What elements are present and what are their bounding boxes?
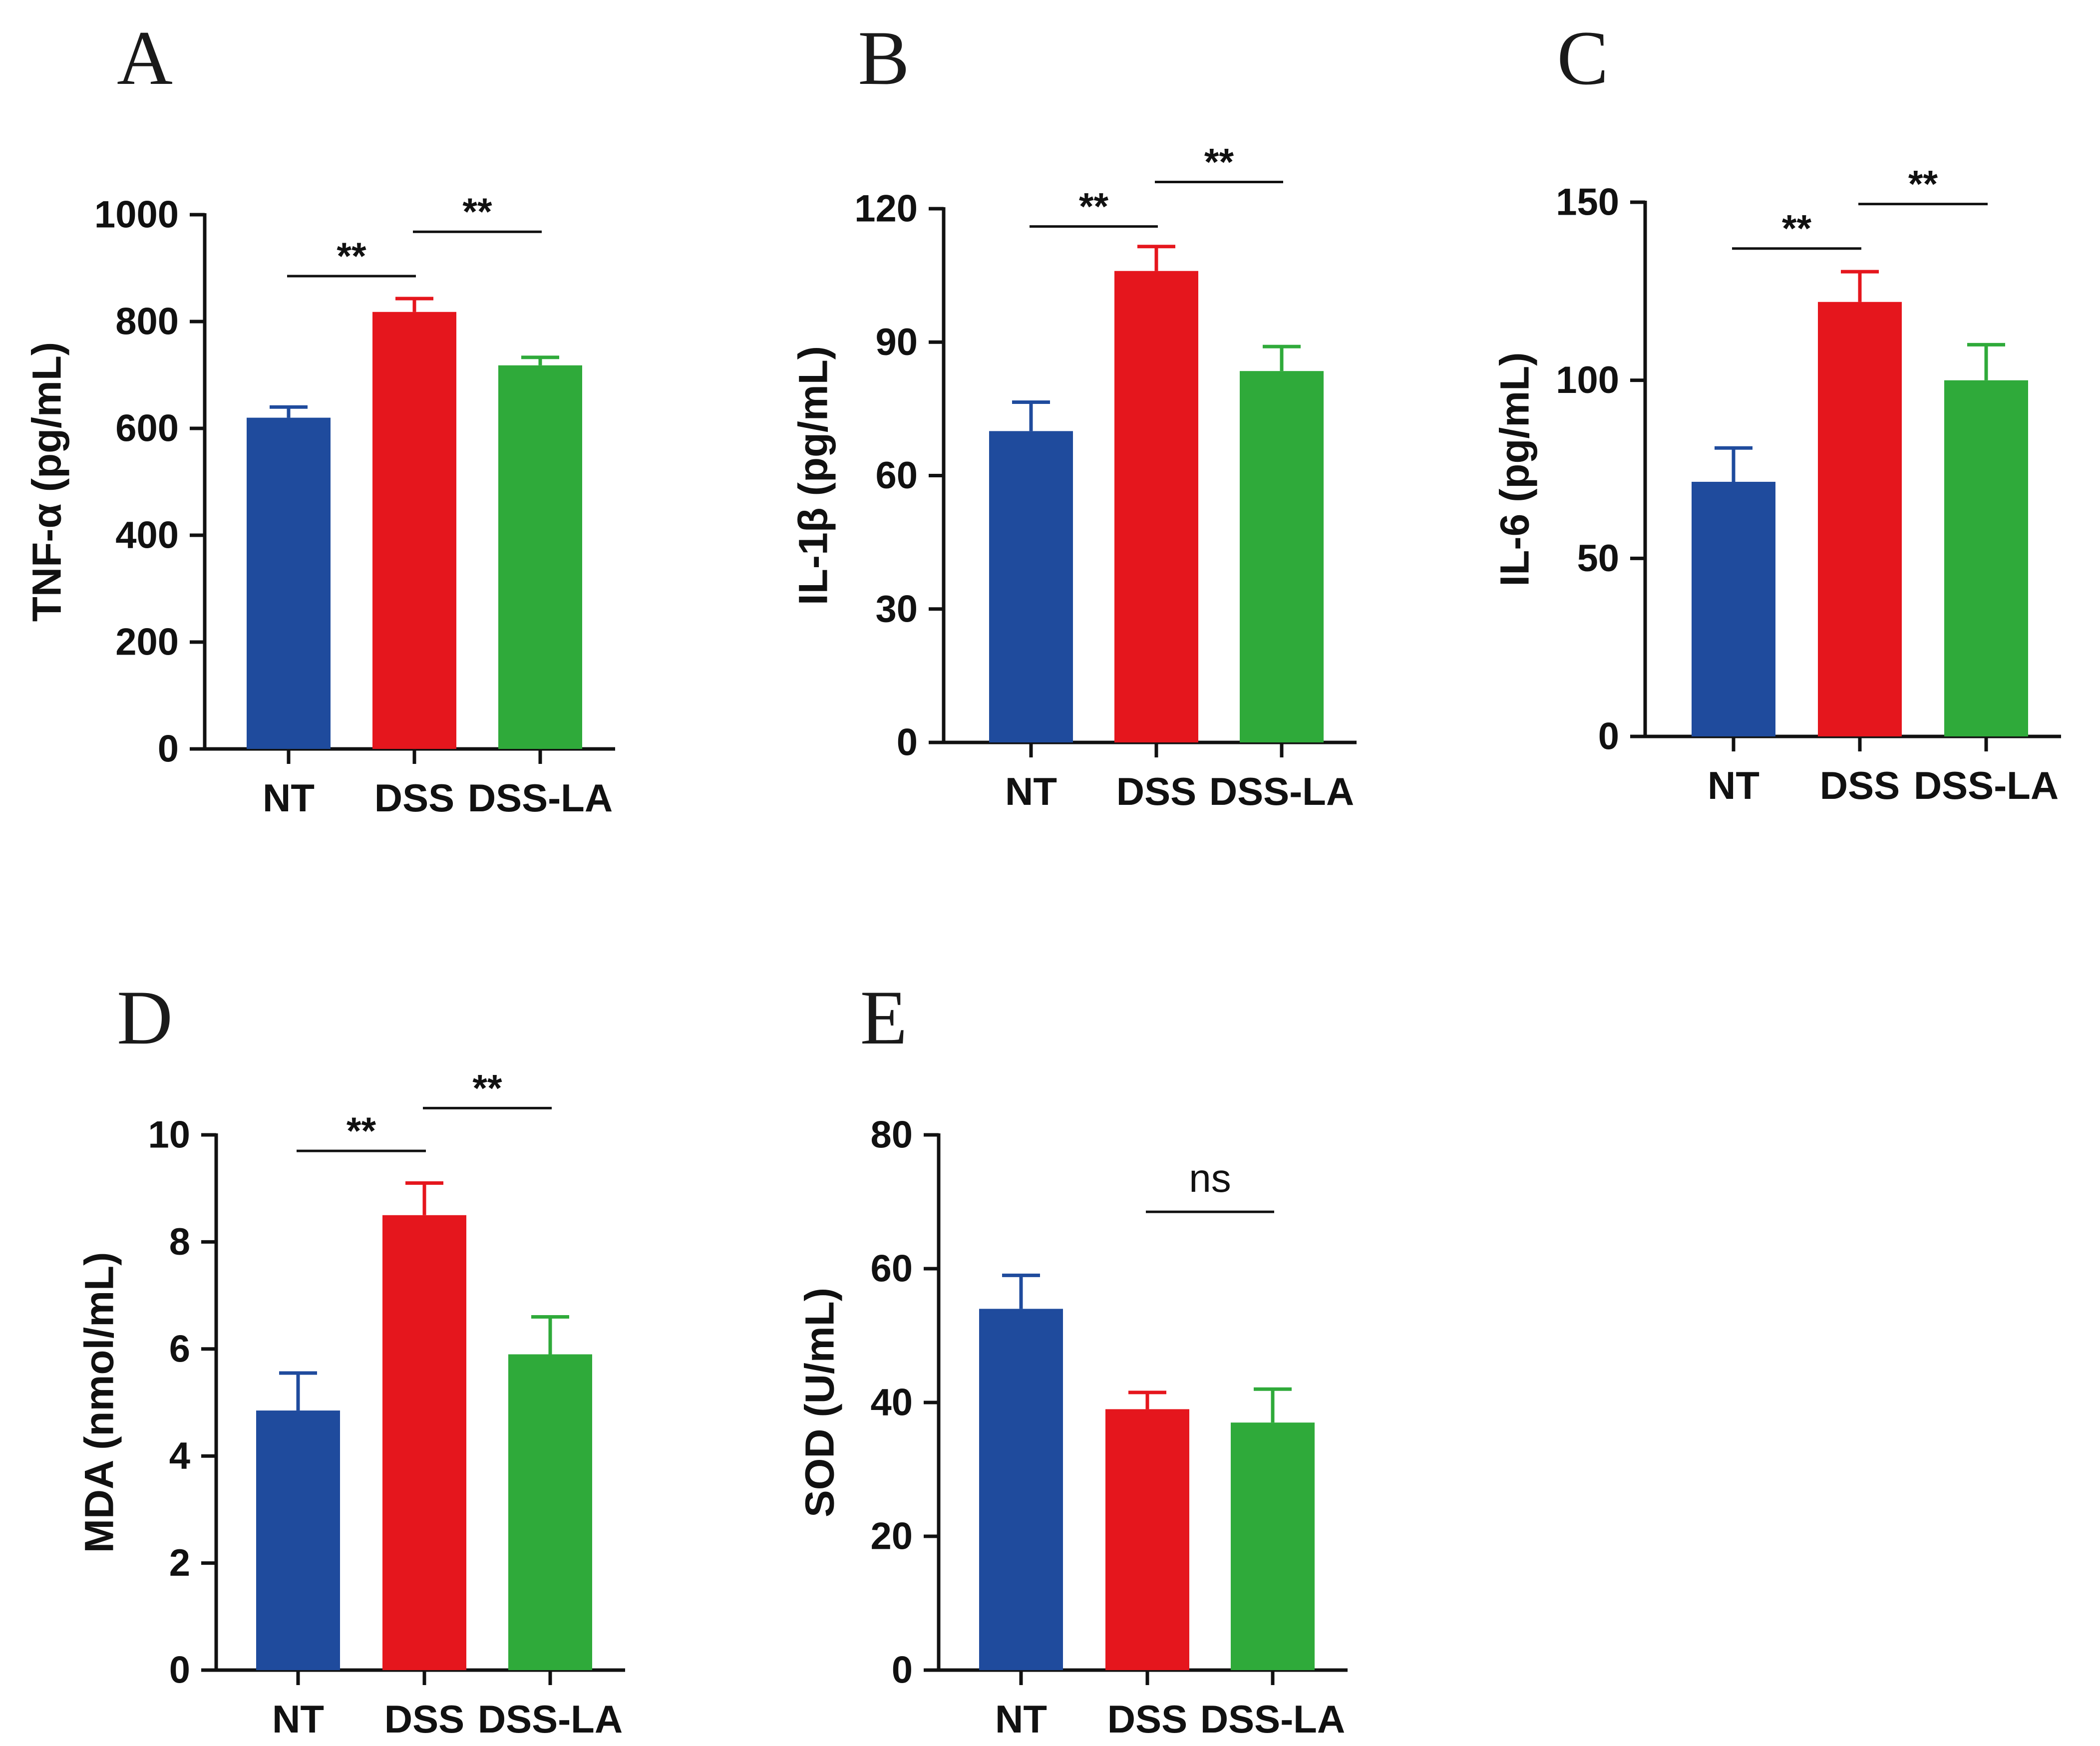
y-tick-label: 0: [892, 1649, 913, 1692]
y-tick-label: 40: [870, 1382, 913, 1424]
significance-label: **: [1908, 163, 1938, 206]
bar-dss-la: [498, 365, 582, 749]
category-label-dss-la: DSS-LA: [1200, 1697, 1345, 1741]
y-tick-label: 400: [115, 514, 179, 557]
panel-b: B IL-1β (pg/mL) 0 30 60 90 120 NT DSS DSS-LA ** **: [791, 15, 1357, 813]
y-tick-label: 0: [158, 728, 179, 770]
y-axis-label: MDA (nmol/mL): [77, 1252, 122, 1553]
significance-label: **: [462, 191, 492, 233]
significance-label: **: [347, 1110, 376, 1152]
y-axis-label: IL-1β (pg/mL): [791, 346, 836, 605]
y-tick-label: 8: [169, 1221, 190, 1263]
bar-nt: [1692, 481, 1775, 736]
category-label-nt: NT: [263, 776, 315, 820]
category-label-dss: DSS: [1107, 1697, 1187, 1741]
y-axis-label: SOD (U/mL): [797, 1288, 843, 1517]
y-tick-label: 60: [875, 454, 918, 497]
category-label-dss: DSS: [1116, 769, 1196, 813]
y-tick-label: 30: [875, 588, 918, 630]
significance-label: **: [472, 1067, 502, 1109]
y-tick-label: 100: [1556, 359, 1619, 401]
category-label-dss: DSS: [374, 776, 454, 820]
panel-d: D MDA (nmol/mL) 0 2 4 6 8 10 NT DSS DSS-LA ** **: [77, 975, 625, 1741]
y-tick-label: 4: [169, 1435, 190, 1477]
bar-dss: [1114, 271, 1198, 742]
panel-letter: C: [1557, 15, 1608, 101]
y-tick-label: 200: [115, 621, 179, 664]
bar-dss: [1818, 302, 1902, 736]
significance-label: **: [1079, 186, 1109, 228]
y-tick-label: 1000: [94, 194, 179, 236]
category-label-dss: DSS: [384, 1697, 464, 1741]
category-label-dss-la: DSS-LA: [468, 776, 613, 820]
y-tick-label: 600: [115, 407, 179, 450]
y-tick-label: 0: [897, 721, 918, 764]
y-tick-label: 150: [1556, 181, 1619, 224]
panel-letter: B: [858, 15, 909, 101]
y-tick-label: 2: [169, 1542, 190, 1584]
bar-dss: [1105, 1409, 1189, 1670]
category-label-dss-la: DSS-LA: [1914, 763, 2059, 807]
y-tick-label: 50: [1577, 537, 1619, 580]
y-tick-label: 90: [875, 321, 918, 363]
bar-dss-la: [1240, 371, 1324, 742]
y-tick-label: 10: [148, 1114, 190, 1156]
panel-e: E SOD (U/mL) 0 20 40 60 80 NT DSS DSS-LA ns: [797, 975, 1348, 1741]
y-axis-label: TNF-α (pg/mL): [24, 342, 70, 622]
bar-nt: [247, 417, 331, 749]
category-label-nt: NT: [1708, 763, 1759, 807]
significance-label: **: [1782, 208, 1812, 250]
panel-a: A TNF-α (pg/mL) 0 200 400 600 800 1000 NT DSS DSS-…: [24, 15, 615, 820]
panel-letter: A: [117, 15, 173, 101]
panel-letter: D: [117, 975, 173, 1060]
y-tick-label: 6: [169, 1328, 190, 1370]
category-label-dss-la: DSS-LA: [478, 1697, 623, 1741]
panel-c: C IL-6 (pg/mL) 0 50 100 150 NT DSS DSS-LA ** **: [1492, 15, 2061, 807]
category-label-dss-la: DSS-LA: [1209, 769, 1354, 813]
category-label-nt: NT: [272, 1697, 324, 1741]
bar-nt: [256, 1410, 340, 1670]
bar-dss-la: [508, 1354, 592, 1670]
significance-label: **: [337, 235, 366, 278]
y-tick-label: 0: [1598, 715, 1619, 758]
bar-nt: [979, 1309, 1063, 1670]
y-tick-label: 80: [870, 1114, 913, 1156]
category-label-nt: NT: [1005, 769, 1057, 813]
panel-letter: E: [860, 975, 908, 1060]
bar-dss-la: [1231, 1422, 1315, 1670]
y-axis-label: IL-6 (pg/mL): [1492, 352, 1538, 586]
y-tick-label: 120: [854, 188, 918, 230]
y-tick-label: 0: [169, 1649, 190, 1692]
bar-dss: [382, 1215, 466, 1670]
y-tick-label: 800: [115, 301, 179, 343]
category-label-dss: DSS: [1820, 763, 1900, 807]
bar-nt: [989, 431, 1073, 742]
significance-label: ns: [1189, 1156, 1231, 1200]
bar-dss: [372, 312, 456, 749]
category-label-nt: NT: [995, 1697, 1047, 1741]
bar-dss-la: [1944, 380, 2028, 736]
y-tick-label: 20: [870, 1515, 913, 1558]
significance-label: **: [1204, 141, 1234, 184]
y-tick-label: 60: [870, 1248, 913, 1290]
